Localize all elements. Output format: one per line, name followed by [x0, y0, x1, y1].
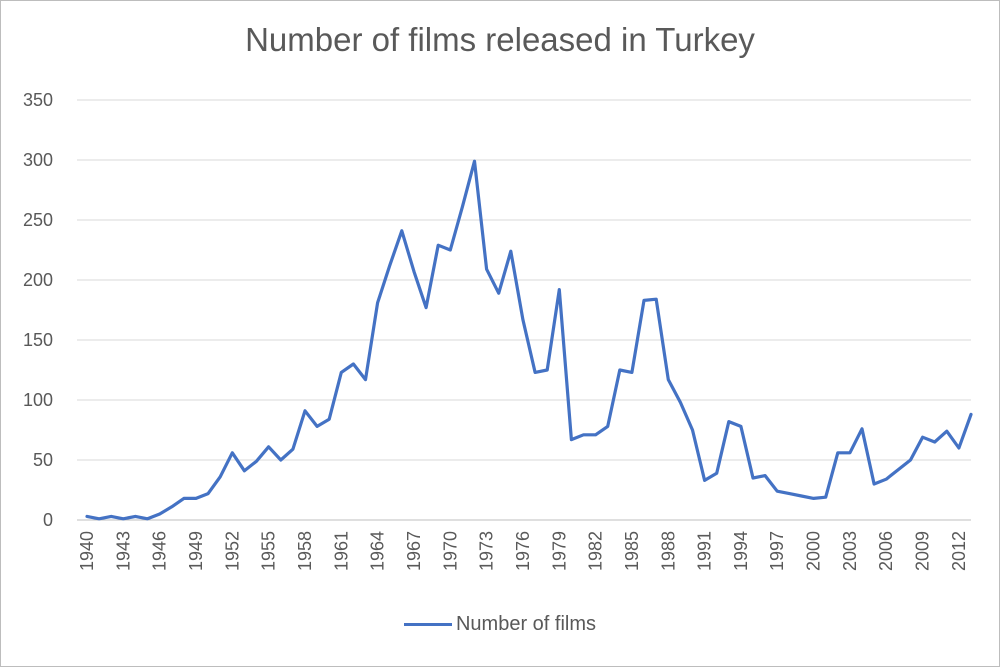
x-tick-label: 1943 — [113, 531, 133, 571]
y-tick-label: 150 — [23, 330, 53, 350]
x-tick-label: 1970 — [440, 531, 460, 571]
legend-swatch — [403, 623, 452, 626]
x-tick-label: 1940 — [77, 531, 97, 571]
x-tick-label: 1991 — [695, 531, 715, 571]
x-tick-label: 2000 — [804, 531, 824, 571]
x-tick-label: 1946 — [150, 531, 170, 571]
legend-label: Number of films — [455, 613, 597, 635]
x-tick-label: 1949 — [186, 531, 206, 571]
x-tick-label: 1955 — [259, 531, 279, 571]
y-tick-label: 300 — [23, 150, 53, 170]
series-line-number-of-films — [85, 159, 973, 521]
x-tick-label: 1997 — [767, 531, 787, 571]
x-tick-label: 1952 — [222, 531, 242, 571]
y-tick-label: 250 — [23, 210, 53, 230]
y-tick-label: 350 — [23, 90, 53, 110]
x-tick-label: 1982 — [586, 531, 606, 571]
x-tick-label: 2006 — [876, 531, 896, 571]
x-tick-label: 2009 — [913, 531, 933, 571]
chart-title: Number of films released in Turkey — [245, 21, 755, 58]
y-tick-label: 200 — [23, 270, 53, 290]
x-tick-label: 1988 — [658, 531, 678, 571]
x-tick-label: 1979 — [549, 531, 569, 571]
x-tick-label: 2003 — [840, 531, 860, 571]
gridlines — [77, 99, 971, 521]
y-tick-label: 0 — [43, 510, 53, 530]
x-tick-label: 1967 — [404, 531, 424, 571]
x-tick-label: 1961 — [331, 531, 351, 571]
x-tick-label: 1985 — [622, 531, 642, 571]
x-tick-label: 1973 — [477, 531, 497, 571]
x-axis-ticks: 1940 1943 1946 1949 1952 1955 1958 1961 1964 1967… — [77, 531, 969, 571]
y-tick-label: 100 — [23, 390, 53, 410]
x-tick-label: 2012 — [949, 531, 969, 571]
y-axis-ticks: 0 50 100 150 200 250 300 350 — [23, 90, 53, 530]
x-tick-label: 1964 — [368, 531, 388, 571]
y-tick-label: 50 — [33, 450, 53, 470]
x-tick-label: 1994 — [731, 531, 751, 571]
legend: Number of films — [1, 613, 999, 636]
x-tick-label: 1976 — [513, 531, 533, 571]
x-tick-label: 1958 — [295, 531, 315, 571]
